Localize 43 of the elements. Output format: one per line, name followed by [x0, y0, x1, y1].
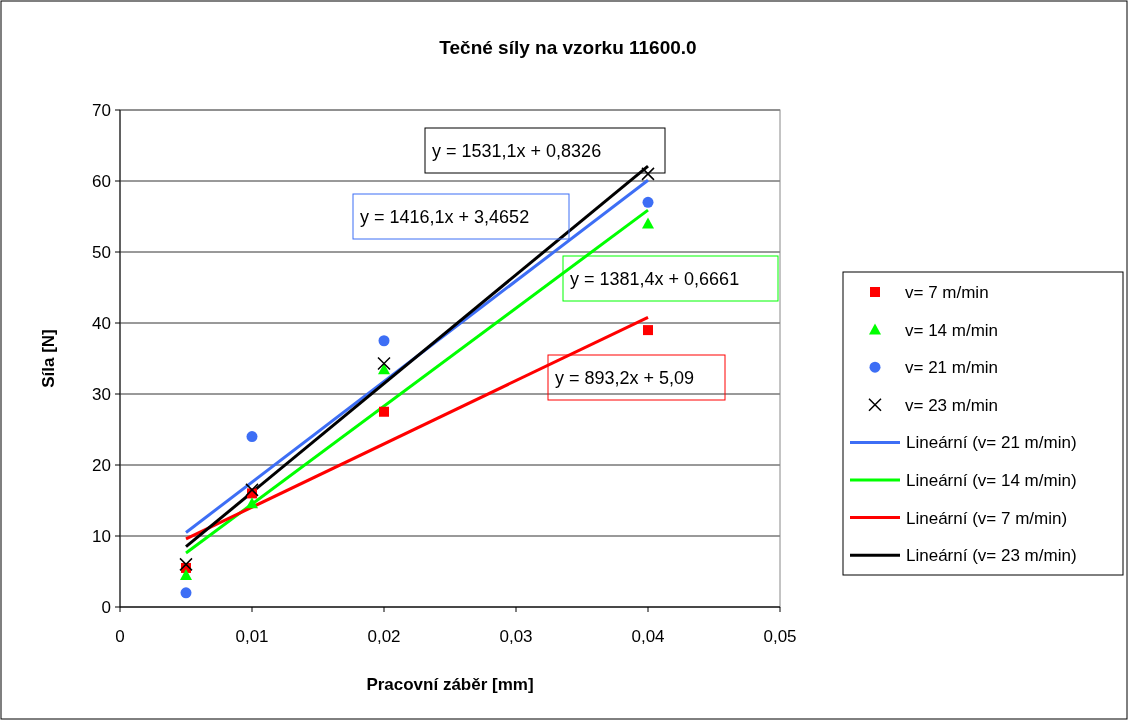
y-tick-label: 0 — [101, 597, 111, 617]
legend-label: v= 14 m/min — [905, 320, 999, 340]
x-tick-label: 0 — [115, 627, 125, 646]
y-tick-label: 40 — [92, 313, 111, 333]
x-tick-label: 0,03 — [499, 627, 533, 646]
x-tick-label: 0,02 — [367, 627, 401, 646]
point — [180, 569, 192, 581]
y-tick-label: 20 — [92, 455, 111, 475]
annotation: y = 1416,1x + 3,4652 — [360, 207, 530, 227]
annotation: y = 1381,4x + 0,6661 — [570, 269, 740, 289]
x-axis-title: Pracovní záběr [mm] — [366, 675, 534, 694]
y-tick-label: 60 — [92, 171, 111, 191]
legend-label: Lineární (v= 14 m/min) — [906, 470, 1077, 490]
point — [643, 325, 653, 336]
legend-label: Lineární (v= 21 m/min) — [906, 433, 1077, 453]
y-tick-label: 30 — [92, 384, 111, 404]
point — [379, 406, 389, 417]
annotation: y = 893,2x + 5,09 — [555, 368, 695, 388]
annotation: y = 1531,1x + 0,8326 — [432, 141, 602, 161]
point — [246, 497, 258, 509]
legend-label: Lineární (v= 7 m/min) — [906, 508, 1068, 528]
x-tick-label: 0,05 — [763, 627, 797, 646]
point — [642, 217, 654, 229]
point — [179, 557, 193, 572]
y-tick-label: 50 — [92, 242, 111, 262]
chart-title: Tečné síly na vzorku 11600.0 — [439, 37, 697, 58]
legend-label: v= 23 m/min — [905, 395, 999, 415]
point — [245, 483, 259, 497]
point — [180, 587, 192, 599]
point — [641, 167, 655, 181]
y-axis-title: Síla [N] — [39, 329, 58, 388]
point — [378, 363, 390, 375]
legend-label: v= 7 m/min — [905, 282, 989, 302]
point — [377, 356, 391, 371]
y-tick-label: 70 — [92, 100, 111, 120]
legend-label: Lineární (v= 23 m/min) — [906, 546, 1077, 566]
point — [246, 431, 258, 443]
y-tick-label: 10 — [92, 526, 111, 546]
x-tick-label: 0,01 — [235, 627, 269, 646]
point — [378, 335, 390, 347]
legend-label: v= 21 m/min — [905, 358, 999, 378]
point — [642, 196, 654, 208]
x-tick-label: 0,04 — [631, 627, 665, 646]
